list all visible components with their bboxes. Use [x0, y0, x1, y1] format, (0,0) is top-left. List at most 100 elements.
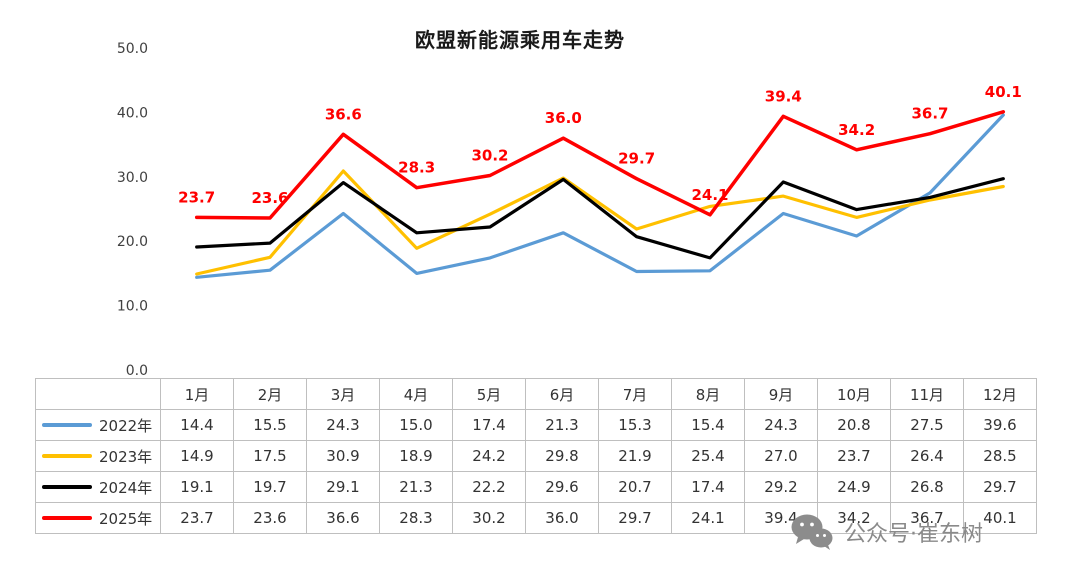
y-axis-tick-label: 40.0 — [117, 105, 148, 121]
data-label-2025年: 24.1 — [691, 186, 728, 204]
value-cell: 21.9 — [598, 440, 672, 472]
y-axis-tick-label: 30.0 — [117, 170, 148, 186]
legend-cell: 2023年 — [35, 440, 161, 472]
table-row-2023年: 2023年 14.9 17.5 30.9 18.9 24.2 29.8 21.9 25.4 27.… — [35, 440, 1037, 472]
data-label-2025年: 29.7 — [618, 150, 655, 168]
legend-cell: 2024年 — [35, 471, 161, 503]
value-cell: 39.6 — [963, 409, 1037, 441]
value-cell: 26.8 — [890, 471, 964, 503]
value-cell: 19.1 — [160, 471, 234, 503]
value-cell: 23.7 — [160, 502, 234, 534]
value-cell: 28.3 — [379, 502, 453, 534]
data-label-2025年: 39.4 — [765, 87, 802, 105]
legend-line-sample — [42, 454, 92, 458]
value-cell: 30.9 — [306, 440, 380, 472]
value-cell: 25.4 — [671, 440, 745, 472]
value-cell: 22.2 — [452, 471, 526, 503]
data-label-2025年: 30.2 — [471, 147, 508, 165]
value-cell: 36.0 — [525, 502, 599, 534]
month-header-cell: 8月 — [671, 378, 745, 410]
value-cell: 21.3 — [525, 409, 599, 441]
data-label-2025年: 36.0 — [545, 109, 582, 127]
table-corner-cell — [35, 378, 161, 410]
value-cell: 17.5 — [233, 440, 307, 472]
value-cell: 30.2 — [452, 502, 526, 534]
legend-line-sample — [42, 485, 92, 489]
month-header-cell: 9月 — [744, 378, 818, 410]
data-table: 1月 2月 3月 4月 5月 6月 7月 8月 9月 10月 11月 12月 2022年 14.4 15.5… — [35, 378, 1037, 534]
table-row-2025年: 2025年 23.7 23.6 36.6 28.3 30.2 36.0 29.7 24.1 39.… — [35, 502, 1037, 534]
value-cell: 27.0 — [744, 440, 818, 472]
value-cell: 28.5 — [963, 440, 1037, 472]
watermark-text: 公众号·崔东树 — [844, 522, 983, 547]
value-cell: 20.8 — [817, 409, 891, 441]
line-chart-plot: 0.0 10.0 20.0 30.0 40.0 50.0 23.7 23.6 36.6 28.3 3… — [117, 41, 1022, 378]
value-cell: 40.1 — [963, 502, 1037, 534]
value-cell: 29.7 — [963, 471, 1037, 503]
value-cell: 18.9 — [379, 440, 453, 472]
month-header-cell: 4月 — [379, 378, 453, 410]
value-cell: 26.4 — [890, 440, 964, 472]
legend-cell: 2022年 — [35, 409, 161, 441]
chart-title: 欧盟新能源乘用车走势 — [415, 28, 625, 52]
legend-series-name: 2025年 — [99, 509, 153, 528]
data-label-2025年: 40.1 — [985, 83, 1022, 101]
table-header-row: 1月 2月 3月 4月 5月 6月 7月 8月 9月 10月 11月 12月 — [35, 378, 1037, 410]
data-label-2025年: 34.2 — [838, 121, 875, 139]
value-cell: 29.8 — [525, 440, 599, 472]
series-line-2024年 — [195, 177, 1005, 260]
table-row-2024年: 2024年 19.1 19.7 29.1 21.3 22.2 29.6 20.7 17.4 29.… — [35, 471, 1037, 503]
value-cell: 24.9 — [817, 471, 891, 503]
value-cell: 34.2 — [817, 502, 891, 534]
value-cell: 15.3 — [598, 409, 672, 441]
value-cell: 36.7 — [890, 502, 964, 534]
month-header-cell: 12月 — [963, 378, 1037, 410]
y-axis-tick-label: 20.0 — [117, 234, 148, 250]
value-cell: 29.1 — [306, 471, 380, 503]
legend-cell: 2025年 — [35, 502, 161, 534]
month-header-cell: 10月 — [817, 378, 891, 410]
value-cell: 15.4 — [671, 409, 745, 441]
value-cell: 29.2 — [744, 471, 818, 503]
value-cell: 17.4 — [671, 471, 745, 503]
value-cell: 36.6 — [306, 502, 380, 534]
wechat-icon — [791, 514, 833, 550]
value-cell: 17.4 — [452, 409, 526, 441]
value-cell: 15.5 — [233, 409, 307, 441]
legend-line-sample — [42, 423, 92, 427]
month-header-cell: 3月 — [306, 378, 380, 410]
value-cell: 29.7 — [598, 502, 672, 534]
value-cell: 23.7 — [817, 440, 891, 472]
data-label-2025年: 36.6 — [325, 105, 362, 123]
legend-series-name: 2022年 — [99, 416, 153, 435]
value-cell: 24.2 — [452, 440, 526, 472]
month-header-cell: 7月 — [598, 378, 672, 410]
value-cell: 14.4 — [160, 409, 234, 441]
y-axis-tick-label: 10.0 — [117, 299, 148, 315]
value-cell: 14.9 — [160, 440, 234, 472]
watermark: 公众号·崔东树 — [790, 513, 983, 551]
value-cell: 29.6 — [525, 471, 599, 503]
series-line-2025年 — [194, 110, 1006, 220]
month-header-cell: 5月 — [452, 378, 526, 410]
month-header-cell: 2月 — [233, 378, 307, 410]
value-cell: 15.0 — [379, 409, 453, 441]
legend-series-name: 2024年 — [99, 478, 153, 497]
legend-series-name: 2023年 — [99, 447, 153, 466]
month-header-cell: 11月 — [890, 378, 964, 410]
month-header-cell: 1月 — [160, 378, 234, 410]
value-cell: 19.7 — [233, 471, 307, 503]
data-label-2025年: 28.3 — [398, 159, 435, 177]
month-header-cell: 6月 — [525, 378, 599, 410]
value-cell: 24.3 — [744, 409, 818, 441]
y-axis-tick-label: 50.0 — [117, 41, 148, 57]
data-label-2025年: 23.7 — [178, 188, 215, 206]
y-axis-tick-label: 0.0 — [126, 363, 148, 378]
value-cell: 21.3 — [379, 471, 453, 503]
table-row-2022年: 2022年 14.4 15.5 24.3 15.0 17.4 21.3 15.3 15.4 24.… — [35, 409, 1037, 441]
series-line-2023年 — [195, 169, 1005, 276]
value-cell: 23.6 — [233, 502, 307, 534]
value-cell: 27.5 — [890, 409, 964, 441]
value-cell: 20.7 — [598, 471, 672, 503]
